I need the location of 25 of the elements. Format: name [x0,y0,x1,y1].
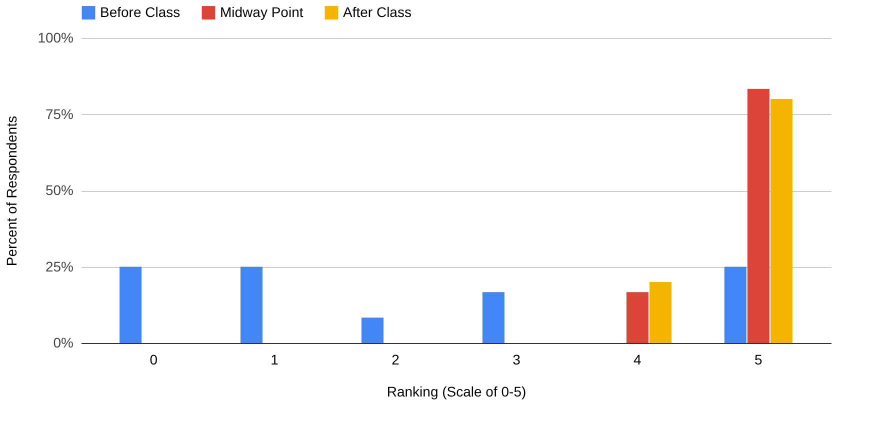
bar [482,292,504,343]
y-tick-label: 50% [45,182,74,198]
legend-label: After Class [343,4,412,20]
bar [240,266,263,343]
bar [626,292,648,343]
y-tick-label: 100% [38,30,74,46]
x-tick-label: 2 [392,352,400,368]
bar [747,88,770,343]
bar [724,266,746,343]
x-tick-label: 5 [754,352,763,368]
x-tick-label: 4 [634,352,642,368]
bar [361,318,384,343]
y-tick-label: 25% [45,258,74,274]
x-axis-title: Ranking (Scale of 0-5) [386,384,526,400]
bar [120,266,142,343]
legend-label: Before Class [100,4,180,20]
bar [770,99,792,343]
legend-label: Midway Point [220,4,304,20]
bar [649,282,672,343]
x-tick-label: 1 [270,352,279,368]
y-tick-label: 0% [53,334,74,350]
x-tick-label: 0 [150,352,158,368]
y-tick-label: 75% [45,106,74,122]
x-tick-label: 3 [512,352,521,368]
y-axis-title: Percent of Respondents [4,116,20,266]
